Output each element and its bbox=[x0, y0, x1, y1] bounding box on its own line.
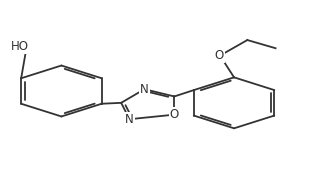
Text: N: N bbox=[125, 113, 134, 126]
Text: O: O bbox=[170, 108, 179, 121]
Text: O: O bbox=[214, 49, 224, 62]
Text: N: N bbox=[140, 83, 149, 96]
Text: HO: HO bbox=[11, 40, 29, 53]
